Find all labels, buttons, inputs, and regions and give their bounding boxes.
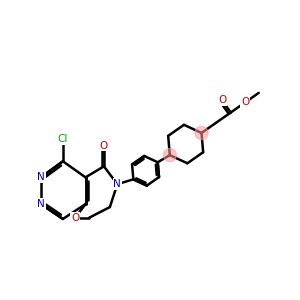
Text: O: O [241,97,249,107]
Text: N: N [37,172,45,182]
Text: N: N [37,199,45,209]
Text: O: O [100,140,108,151]
Text: O: O [218,95,226,105]
Circle shape [195,126,208,140]
Text: O: O [71,213,79,223]
Text: N: N [113,179,121,189]
Circle shape [163,148,176,162]
Text: Cl: Cl [58,134,68,144]
